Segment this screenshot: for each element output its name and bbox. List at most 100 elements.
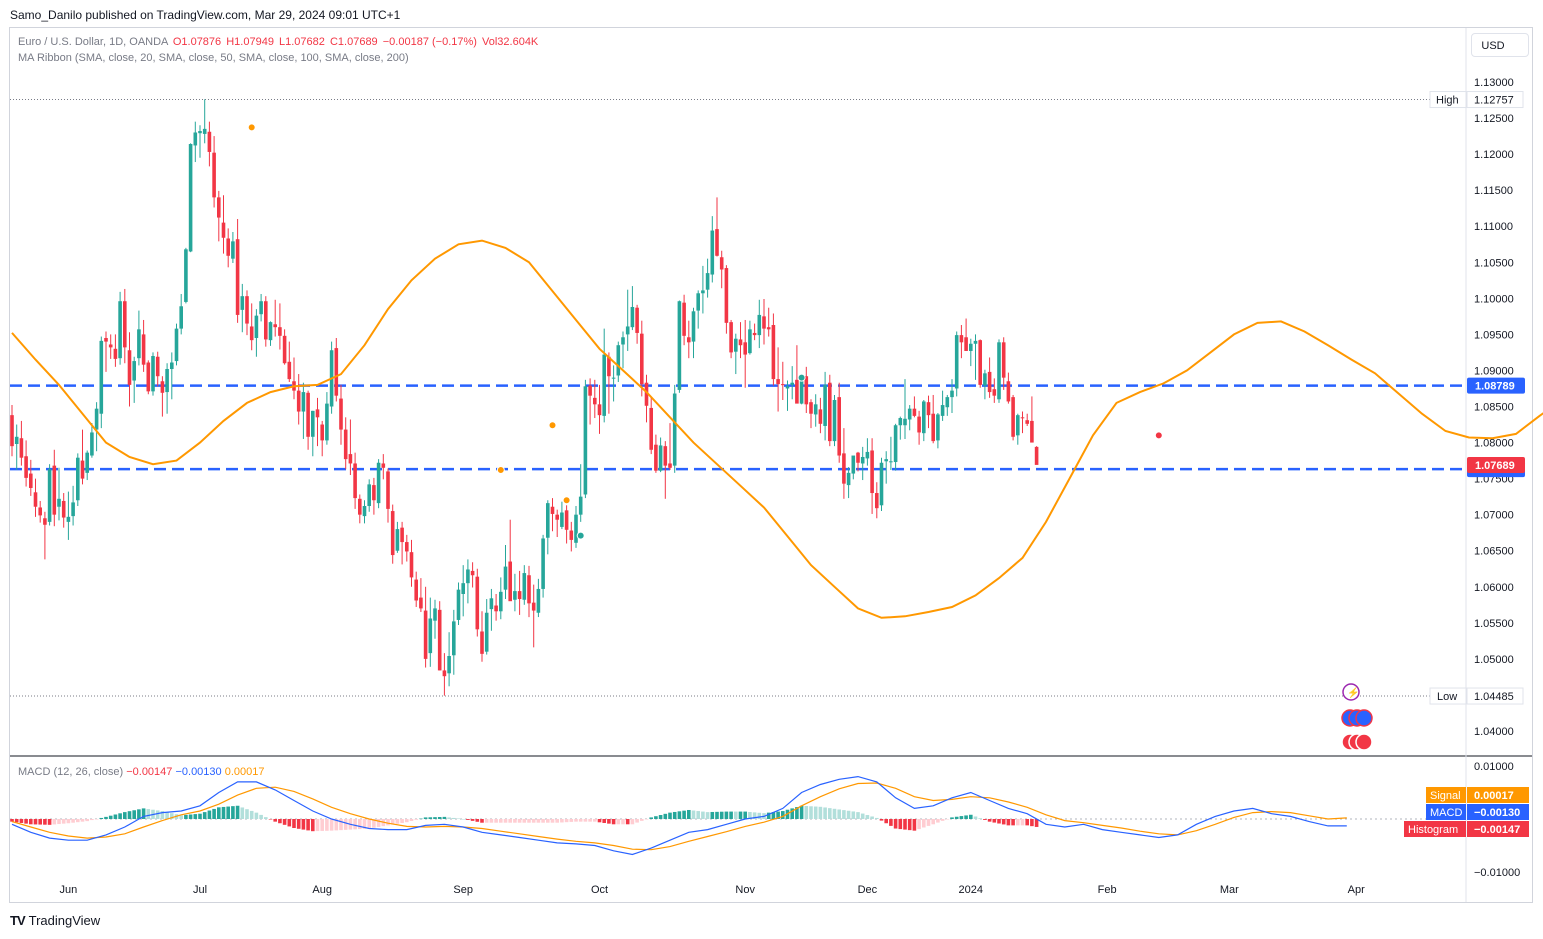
- macd-histogram-bar: [71, 819, 75, 823]
- candle-body: [870, 450, 874, 494]
- macd-histogram-bar: [43, 819, 47, 825]
- macd-histogram-bar: [217, 807, 221, 819]
- candle-body: [630, 306, 635, 328]
- currency-button[interactable]: USD: [1471, 33, 1529, 57]
- candle-body: [259, 301, 263, 315]
- time-axis-label: Nov: [735, 884, 755, 896]
- candle-body: [235, 239, 240, 315]
- macd-histogram-bar: [513, 819, 517, 823]
- candle-body: [696, 293, 700, 311]
- high-label-box: [1429, 91, 1467, 109]
- candle-body: [90, 432, 94, 456]
- macd-histogram-bar: [137, 809, 141, 819]
- ma-ribbon-legend[interactable]: MA Ribbon (SMA, close, 20, SMA, close, 5…: [18, 52, 409, 64]
- macd-histogram-bar: [85, 819, 89, 822]
- macd-macd-label: MACD: [1430, 807, 1462, 819]
- price-axis-tick: 1.11500: [1474, 185, 1513, 197]
- macd-histogram-bar: [127, 811, 132, 819]
- candle-body: [865, 451, 870, 459]
- price-axis-tick: 1.09000: [1474, 365, 1514, 377]
- candle-body: [405, 542, 409, 552]
- macd-histogram-bar: [616, 819, 621, 825]
- candle-body: [748, 329, 752, 354]
- macd-histogram-bar: [165, 812, 169, 819]
- candle-body: [804, 376, 809, 405]
- macd-histogram-bar: [499, 819, 503, 823]
- candle-body: [1006, 381, 1011, 402]
- candle-body: [752, 332, 757, 336]
- candle-body: [978, 340, 982, 385]
- macd-histogram-bar: [160, 811, 165, 819]
- time-axis-label: Feb: [1098, 884, 1117, 896]
- last-price-badge: [1467, 456, 1525, 473]
- signal-dot: [797, 373, 806, 382]
- macd-histogram-bar: [343, 819, 348, 830]
- macd-histogram-bar: [99, 817, 104, 819]
- candle-body: [541, 538, 545, 589]
- candle-body: [480, 631, 484, 654]
- macd-histogram-bar: [38, 819, 42, 825]
- candle-body: [141, 334, 146, 365]
- candle-body: [531, 602, 536, 611]
- candle-body: [503, 566, 508, 590]
- candle-body: [475, 576, 480, 630]
- level-badge: [1467, 377, 1525, 394]
- macd-legend[interactable]: MACD (12, 26, close) −0.00147 −0.00130 0…: [18, 766, 264, 778]
- macd-histogram-bar: [475, 819, 480, 822]
- macd-histogram-bar: [757, 812, 762, 819]
- candle-body: [701, 290, 705, 294]
- macd-line-value: −0.00130: [175, 766, 222, 778]
- candle-body: [555, 514, 559, 520]
- macd-histogram-bar: [884, 819, 888, 824]
- macd-histogram-bar: [795, 807, 799, 819]
- candle-body: [339, 398, 343, 430]
- macd-histogram-bar: [682, 810, 686, 819]
- macd-histogram-bar: [132, 810, 136, 819]
- price-axis-tick: 1.09500: [1474, 329, 1514, 341]
- macd-axis-tick: 0.01000: [1474, 761, 1514, 773]
- macd-histogram-bar: [588, 819, 592, 822]
- macd-histogram-bar: [278, 819, 282, 824]
- tradingview-logo-icon: TV: [10, 913, 26, 928]
- candle-body: [372, 485, 376, 501]
- macd-histogram-bar: [494, 819, 498, 823]
- symbol-legend[interactable]: Euro / U.S. Dollar, 1D, OANDA O1.07876 H…: [18, 36, 538, 48]
- candle-body: [160, 381, 165, 393]
- candle-body: [367, 484, 371, 507]
- eu-flag-icon: [1355, 709, 1373, 727]
- macd-histogram-bar: [470, 819, 475, 821]
- macd-histogram-bar: [184, 814, 188, 819]
- candle-body: [616, 345, 621, 376]
- candle-body: [400, 527, 404, 543]
- candle-body: [80, 460, 85, 479]
- candle-body: [983, 373, 987, 386]
- candle-body: [851, 455, 856, 474]
- macd-histogram-bar: [264, 817, 268, 819]
- macd-histogram-bar: [146, 809, 151, 819]
- candle-body: [193, 132, 198, 146]
- tradingview-logo[interactable]: TV TradingView: [10, 913, 100, 928]
- candle-body: [625, 326, 630, 335]
- candle-body: [889, 461, 893, 463]
- macd-histogram-bar: [893, 819, 898, 829]
- macd-histogram-bar: [837, 809, 841, 819]
- candle-body: [640, 333, 644, 385]
- candle-body: [903, 418, 907, 426]
- candle-body: [940, 405, 945, 416]
- candle-body: [790, 382, 794, 385]
- candle-body: [296, 390, 301, 412]
- price-axis-tick: 1.04000: [1474, 726, 1514, 738]
- candle-body: [179, 306, 183, 329]
- candle-body: [174, 328, 179, 362]
- price-axis-tick: 1.05500: [1474, 618, 1514, 630]
- macd-histogram-bar: [903, 819, 907, 830]
- candle-body: [19, 438, 24, 458]
- macd-histogram-bar: [207, 810, 212, 819]
- macd-histogram-bar: [315, 819, 320, 832]
- macd-histogram-bar: [536, 819, 541, 823]
- macd-histogram-bar: [353, 819, 357, 830]
- candle-body: [658, 445, 663, 471]
- macd-histogram-bar: [405, 819, 409, 823]
- candle-body: [536, 588, 541, 613]
